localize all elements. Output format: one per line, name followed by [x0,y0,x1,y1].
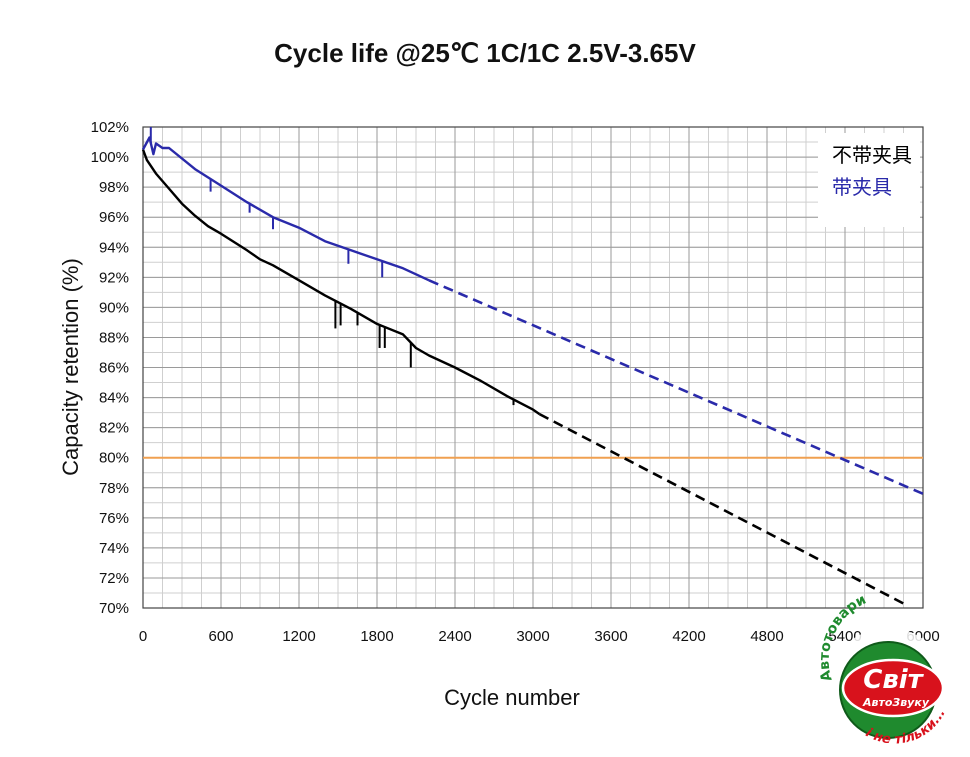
plot-frame [142,126,924,609]
y-tick-label: 82% [99,420,129,437]
y-tick-label: 74% [99,540,129,557]
series-line-2 [141,136,430,282]
y-tick-label: 94% [99,239,129,256]
y-tick-label: 98% [99,179,129,196]
y-tick-label: 100% [91,149,129,166]
chart-title: Cycle life @25℃ 1C/1C 2.5V-3.65V [274,38,696,68]
x-tick-label: 1200 [282,628,315,645]
x-tick-label: 3000 [516,628,549,645]
x-tick-label: 600 [208,628,233,645]
watermark-logo: Світ АвтоЗвуку Автотовари і не тільки... [817,592,950,752]
y-tick-label: 76% [99,510,129,527]
logo-main-text: Світ [863,665,924,695]
y-tick-label: 72% [99,570,129,587]
y-tick-label: 86% [99,360,129,377]
y-tick-label: 80% [99,450,129,467]
series-line-0 [141,149,541,416]
series-layer [141,127,924,605]
y-tick-labels: 70% 72% 74% 76% 78% 80% 82% 84% 86% 88% 90% 92% 94% 9… [91,119,129,617]
y-tick-label: 70% [99,600,129,617]
x-tick-label: 3600 [594,628,627,645]
legend-box [818,133,920,227]
y-tick-label: 88% [99,329,129,346]
logo-sub-text: АвтоЗвуку [862,696,930,709]
logo-red-oval [841,658,945,718]
x-axis-label: Cycle number [444,685,580,710]
x-tick-label: 0 [139,628,147,645]
x-tick-label: 2400 [438,628,471,645]
x-tick-label: 4800 [750,628,783,645]
legend: 不带夹具 带夹具 [818,133,920,227]
y-tick-label: 84% [99,390,129,407]
x-tick-labels: 0 600 1200 1800 2400 3000 3600 4200 4800 5400 6000 [139,628,940,645]
y-tick-label: 78% [99,480,129,497]
series-line-3 [428,279,924,495]
legend-label-unclamped: 不带夹具 [832,143,912,167]
y-axis-label: Capacity retention (%) [58,258,83,476]
series-line-1 [538,412,905,605]
y-tick-label: 96% [99,209,129,226]
y-tick-label: 92% [99,269,129,286]
x-tick-label: 4200 [672,628,705,645]
y-tick-label: 90% [99,299,129,316]
legend-label-clamped: 带夹具 [832,175,892,199]
y-tick-label: 102% [91,119,129,136]
x-tick-label: 1800 [360,628,393,645]
